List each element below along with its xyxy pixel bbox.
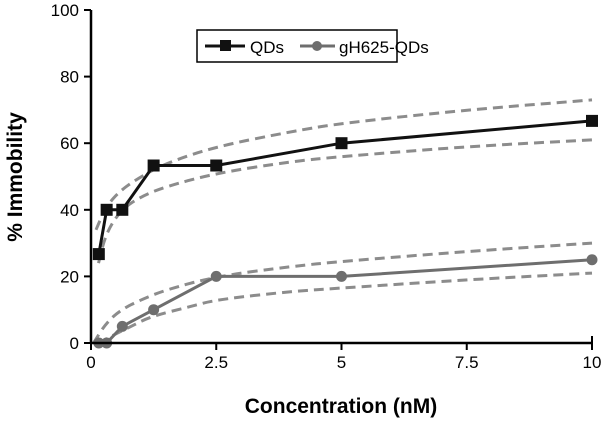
y-tick-label: 0 (70, 334, 79, 353)
x-tick-label: 10 (583, 353, 602, 372)
data-series (92, 114, 598, 349)
legend-qds-label: QDs (250, 38, 284, 57)
data-point-gh625-qds (586, 254, 598, 266)
series-line-gh625-qds (98, 258, 593, 345)
x-axis-label: Concentration (nM) (245, 395, 437, 418)
legend-qds-marker (220, 40, 231, 51)
band-upper-qds (94, 98, 593, 231)
confidence-bands (92, 98, 593, 345)
y-tick-label: 20 (60, 267, 79, 286)
x-tick-label: 7.5 (455, 353, 479, 372)
band-upper-gh625-qds (92, 241, 593, 344)
data-point-qds (116, 203, 129, 216)
legend-gh625-marker (312, 41, 322, 51)
y-tick-label: 80 (60, 68, 79, 87)
data-point-qds (586, 114, 598, 127)
y-tick-label: 60 (60, 134, 79, 153)
x-tick-label: 2.5 (204, 353, 228, 372)
band-lower-qds (97, 138, 593, 264)
y-tick-label: 40 (60, 201, 79, 220)
band-lower-gh625-qds (97, 271, 593, 345)
y-axis-label: % Immobility (4, 112, 27, 242)
data-point-qds (147, 159, 160, 172)
data-point-gh625-qds (148, 304, 160, 316)
legend-gh625-label: gH625-QDs (339, 38, 429, 57)
data-point-qds (335, 137, 348, 150)
legend: QDs gH625-QDs (196, 29, 429, 63)
data-point-qds (92, 248, 105, 261)
data-point-gh625-qds (210, 270, 222, 282)
data-point-gh625-qds (336, 270, 347, 282)
data-point-qds (210, 159, 223, 172)
x-tick-label: 0 (86, 353, 95, 372)
data-point-gh625-qds (116, 320, 128, 332)
y-tick-label: 100 (51, 1, 79, 20)
x-tick-label: 5 (337, 353, 346, 372)
data-point-qds (100, 203, 113, 216)
